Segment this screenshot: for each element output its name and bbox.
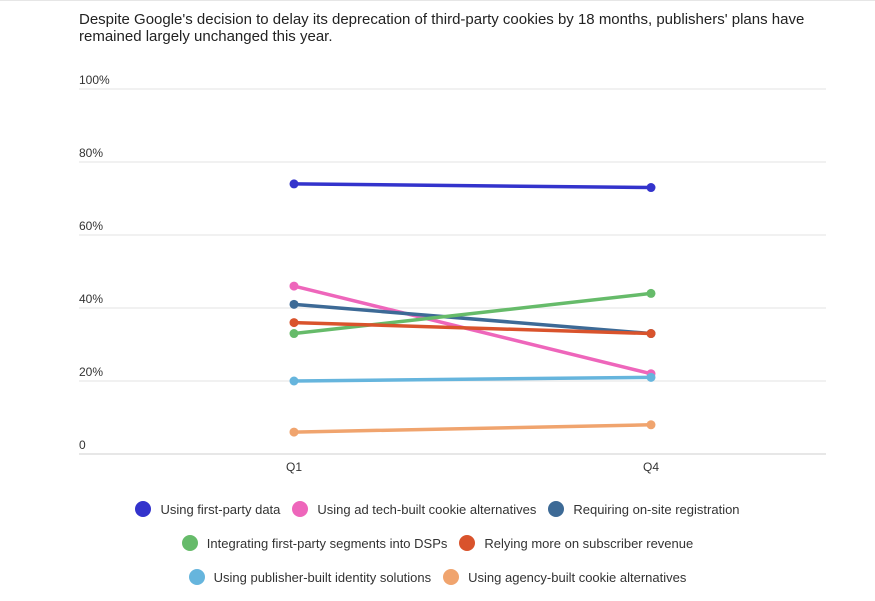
top-rule: [0, 0, 875, 1]
legend-item-subscriber-revenue[interactable]: Relying more on subscriber revenue: [459, 535, 693, 551]
legend-row-3: Using publisher-built identity solutions…: [0, 560, 875, 594]
legend-item-ad-tech-cookie-alternatives[interactable]: Using ad tech-built cookie alternatives: [292, 501, 536, 517]
legend-item-first-party-segments-dsps[interactable]: Integrating first-party segments into DS…: [181, 535, 448, 551]
series-line: [292, 302, 653, 336]
legend-swatch-icon: [181, 535, 198, 551]
data-point: [289, 427, 299, 437]
y-axis-ticks: 0 20% 40% 60% 80% 100%: [79, 73, 110, 452]
legend: Using first-party data Using ad tech-bui…: [0, 492, 875, 594]
series-line: [292, 320, 653, 336]
legend-swatch-icon: [548, 501, 565, 517]
series-5: [289, 318, 656, 339]
grid-lines: [79, 88, 826, 455]
legend-swatch-icon: [292, 501, 309, 517]
y-tick-label: 100%: [79, 73, 110, 87]
legend-label: Using agency-built cookie alternatives: [468, 569, 687, 585]
legend-label: Integrating first-party segments into DS…: [206, 535, 448, 551]
y-tick-label: 60%: [79, 219, 103, 233]
data-point: [646, 329, 656, 339]
legend-item-on-site-registration[interactable]: Requiring on-site registration: [548, 501, 740, 517]
x-tick-label: Q4: [643, 460, 659, 474]
legend-label: Using ad tech-built cookie alternatives: [317, 501, 537, 517]
legend-item-agency-cookie-alternatives[interactable]: Using agency-built cookie alternatives: [443, 569, 686, 585]
legend-swatch-icon: [188, 569, 205, 585]
legend-label: Requiring on-site registration: [573, 501, 740, 517]
series-1: [289, 179, 656, 193]
x-tick-label: Q1: [286, 460, 302, 474]
legend-row-2: Integrating first-party segments into DS…: [0, 526, 875, 560]
series-line: [292, 182, 653, 190]
series-4: [289, 288, 656, 339]
chart-title: Despite Google's decision to delay its d…: [79, 11, 805, 45]
data-point: [646, 420, 656, 430]
y-tick-label: 80%: [79, 146, 103, 160]
legend-swatch-icon: [443, 569, 460, 585]
series-line: [292, 291, 653, 336]
legend-label: Using first-party data: [160, 501, 281, 517]
y-tick-label: 40%: [79, 292, 103, 306]
legend-swatch-icon: [459, 535, 476, 551]
line-chart: 0 20% 40% 60% 80% 100% Q1 Q4: [79, 73, 826, 474]
series-line: [292, 284, 653, 376]
data-point: [289, 299, 299, 309]
data-point: [289, 281, 299, 291]
data-point: [289, 318, 299, 328]
series-line: [292, 423, 653, 434]
series-7: [289, 420, 656, 437]
series-line: [292, 375, 653, 383]
series-6: [289, 372, 656, 386]
legend-label: Using publisher-built identity solutions: [213, 569, 432, 585]
y-tick-label: 20%: [79, 365, 103, 379]
series-lines: [289, 179, 656, 437]
legend-item-first-party-data[interactable]: Using first-party data: [135, 501, 280, 517]
data-point: [646, 372, 656, 382]
legend-row-1: Using first-party data Using ad tech-bui…: [0, 492, 875, 526]
data-point: [646, 183, 656, 193]
legend-label: Relying more on subscriber revenue: [484, 535, 694, 551]
legend-swatch-icon: [135, 501, 152, 517]
legend-item-publisher-identity-solutions[interactable]: Using publisher-built identity solutions: [188, 569, 432, 585]
y-tick-label: 0: [79, 438, 86, 452]
data-point: [646, 288, 656, 298]
x-axis-ticks: Q1 Q4: [286, 460, 659, 474]
data-point: [289, 179, 299, 189]
data-point: [289, 376, 299, 386]
data-point: [289, 329, 299, 339]
